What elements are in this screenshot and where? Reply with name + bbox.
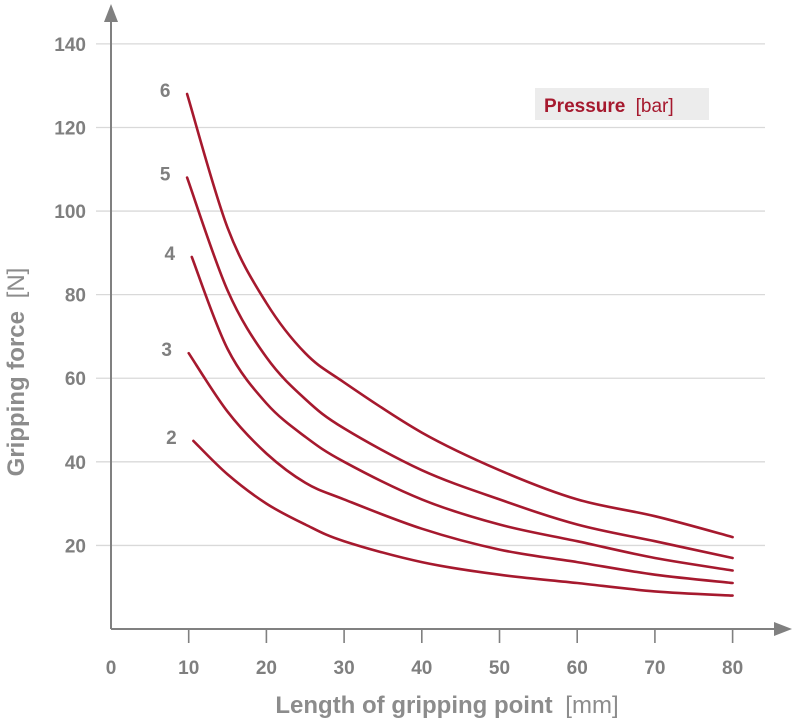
x-tick-label-80: 80 — [722, 658, 743, 679]
x-tick-label-0: 0 — [106, 658, 117, 679]
x-tick-label-30: 30 — [334, 658, 355, 679]
x-tick-label-40: 40 — [411, 658, 432, 679]
curve-label-5: 5 — [160, 165, 171, 186]
x-axis-title: Length of gripping point [mm] — [275, 692, 618, 719]
grid-lines — [96, 43, 765, 643]
x-axis-arrow — [774, 622, 792, 636]
curve-label-4: 4 — [165, 244, 176, 265]
x-tick-label-10: 10 — [178, 658, 199, 679]
curve-pressure-6 — [185, 92, 734, 539]
x-axis-unit: [mm] — [565, 692, 618, 719]
legend-background — [535, 88, 709, 120]
curve-pressure-5 — [185, 176, 734, 560]
legend-title: Pressure — [544, 96, 625, 117]
x-tick-labels: 0 10 20 30 40 50 60 70 80 — [106, 658, 743, 679]
curve-pressure-2 — [192, 439, 734, 597]
curve-label-6: 6 — [160, 81, 171, 102]
y-tick-label-20: 20 — [65, 536, 86, 557]
y-axis-title: Gripping force [N] — [3, 268, 30, 477]
y-tick-labels: 20 40 60 80 100 120 140 — [54, 35, 86, 558]
curve-labels: 6 5 4 3 2 — [160, 81, 177, 449]
curve-pressure-3 — [187, 351, 734, 585]
y-tick-label-80: 80 — [65, 286, 86, 307]
x-tick-label-50: 50 — [489, 658, 510, 679]
curve-label-2: 2 — [166, 428, 177, 449]
legend-text: Pressure [bar] — [544, 96, 674, 117]
y-axis-label: Gripping force — [3, 311, 30, 476]
x-tick-label-70: 70 — [644, 658, 665, 679]
legend-unit: [bar] — [636, 96, 674, 117]
y-tick-label-60: 60 — [65, 369, 86, 390]
x-tick-label-20: 20 — [256, 658, 277, 679]
legend: Pressure [bar] — [535, 88, 709, 120]
y-tick-label-140: 140 — [54, 35, 86, 56]
axes — [104, 4, 792, 636]
pressure-curves — [185, 92, 734, 597]
y-tick-label-120: 120 — [54, 118, 86, 139]
x-tick-label-60: 60 — [567, 658, 588, 679]
y-tick-label-100: 100 — [54, 202, 86, 223]
curve-pressure-4 — [190, 255, 734, 572]
y-tick-label-40: 40 — [65, 453, 86, 474]
y-axis-arrow — [104, 4, 118, 22]
y-axis-unit: [N] — [3, 268, 30, 299]
curve-label-3: 3 — [161, 340, 172, 361]
x-axis-label: Length of gripping point — [275, 692, 552, 719]
